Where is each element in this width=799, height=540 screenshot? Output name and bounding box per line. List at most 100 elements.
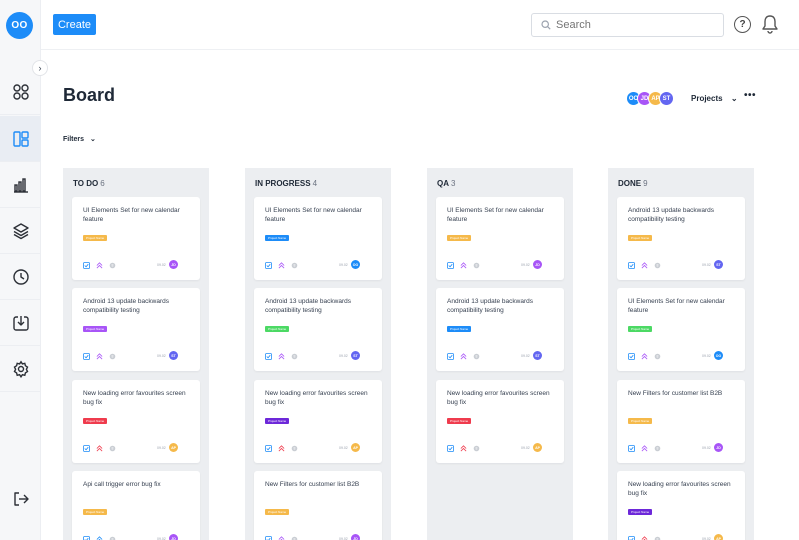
download-icon [12,315,29,331]
assignee-avatar[interactable]: JD [533,260,542,269]
checkbox-icon[interactable] [83,262,90,269]
sidebar-item-reports[interactable] [0,162,41,208]
checkbox-icon[interactable] [83,445,90,452]
sidebar-item-board[interactable] [0,116,41,162]
chevron-down-icon: ⌄ [89,136,96,143]
more-options-button[interactable]: ••• [744,90,757,101]
sidebar-item-history[interactable] [0,254,41,300]
project-tag: Project Name [83,418,108,424]
sidebar-item-layers[interactable] [0,208,41,254]
logout-button[interactable] [0,476,41,522]
project-tag: Project Name [83,326,108,332]
due-date: 09.02 [157,446,166,450]
assignee-avatar[interactable]: ST [533,351,542,360]
project-tag: Project Name [628,326,653,332]
project-tag: Project Name [265,509,290,515]
svg-text:8: 8 [112,355,114,359]
assignee-avatar[interactable]: ST [714,260,723,269]
svg-text:8: 8 [476,447,478,451]
layers-icon [12,222,29,239]
column-title: QA 3 [437,179,455,188]
story-points-icon: 8 [473,262,480,269]
checkbox-icon[interactable] [265,445,272,452]
checkbox-icon[interactable] [265,353,272,360]
priority-icon [460,262,467,269]
assignee-avatar[interactable]: JD [169,534,178,540]
card-title: New loading error favourites screen bug … [83,390,186,406]
story-points-icon: 8 [109,353,116,360]
assignee-avatar[interactable]: AP [714,534,723,540]
task-card[interactable]: UI Elements Set for new calendar feature… [617,288,745,371]
assignee-avatar[interactable]: OO [714,351,723,360]
settings-icon [13,360,28,378]
help-icon[interactable]: ? [734,16,751,33]
task-card[interactable]: New Filters for customer list B2B Project… [254,471,382,540]
projects-dropdown[interactable]: Projects ⌄ [691,94,738,103]
column-name: QA [437,179,449,188]
task-card[interactable]: Android 13 update backwards compatibilit… [436,288,564,371]
task-card[interactable]: UI Elements Set for new calendar feature… [72,197,200,280]
story-points-icon: 8 [654,536,661,540]
checkbox-icon[interactable] [628,262,635,269]
card-title: Android 13 update backwards compatibilit… [628,207,715,223]
avatar[interactable]: ST [659,91,674,106]
create-button[interactable]: Create [53,14,96,35]
assignee-avatar[interactable]: JD [169,260,178,269]
card-title: UI Elements Set for new calendar feature [265,207,362,223]
task-card[interactable]: New loading error favourites screen bug … [254,380,382,463]
assignee-avatar[interactable]: OO [351,260,360,269]
board-column: QA 3 UI Elements Set for new calendar feat… [427,168,573,540]
checkbox-icon[interactable] [265,262,272,269]
app-logo[interactable]: OO [6,12,33,39]
task-card[interactable]: New loading error favourites screen bug … [617,471,745,540]
sidebar-expand-button[interactable]: › [32,60,48,76]
due-date: 09.02 [521,354,530,358]
bell-icon[interactable] [761,14,779,34]
project-tag: Project Name [265,418,290,424]
task-card[interactable]: Android 13 update backwards compatibilit… [254,288,382,371]
task-card[interactable]: UI Elements Set for new calendar feature… [254,197,382,280]
checkbox-icon[interactable] [447,445,454,452]
checkbox-icon[interactable] [628,445,635,452]
checkbox-icon[interactable] [265,536,272,540]
priority-icon [460,445,467,452]
assignee-avatar[interactable]: AP [351,443,360,452]
sidebar-item-dashboard[interactable] [0,69,41,115]
checkbox-icon[interactable] [628,536,635,540]
due-date: 09.02 [157,263,166,267]
checkbox-icon[interactable] [447,262,454,269]
avatar-group[interactable]: OO JD AP ST [626,91,674,106]
assignee-avatar[interactable]: AP [533,443,542,452]
checkbox-icon[interactable] [83,353,90,360]
task-card[interactable]: Android 13 update backwards compatibilit… [72,288,200,371]
assignee-avatar[interactable]: ST [351,351,360,360]
svg-text:8: 8 [657,264,659,268]
column-name: DONE [618,179,642,188]
column-name: TO DO [73,179,99,188]
assignee-avatar[interactable]: JD [714,443,723,452]
assignee-avatar[interactable]: JD [351,534,360,540]
assignee-avatar[interactable]: ST [169,351,178,360]
sidebar-item-settings[interactable] [0,346,41,392]
task-card[interactable]: New Filters for customer list B2B Project… [617,380,745,463]
search-input[interactable] [556,19,706,31]
checkbox-icon[interactable] [628,353,635,360]
task-card[interactable]: Android 13 update backwards compatibilit… [617,197,745,280]
task-card[interactable]: UI Elements Set for new calendar feature… [436,197,564,280]
checkbox-icon[interactable] [447,353,454,360]
story-points-icon: 8 [473,445,480,452]
board-column: TO DO 6 UI Elements Set for new calendar f… [63,168,209,540]
sidebar-item-downloads[interactable] [0,300,41,346]
svg-text:8: 8 [657,447,659,451]
filters-dropdown[interactable]: Filters ⌄ [63,135,96,143]
search-box[interactable] [531,13,724,37]
priority-icon [96,353,103,360]
svg-text:8: 8 [294,264,296,268]
task-card[interactable]: Api call trigger error bug fix Project Na… [72,471,200,540]
task-card[interactable]: New loading error favourites screen bug … [436,380,564,463]
priority-icon [641,262,648,269]
svg-text:8: 8 [112,538,114,540]
assignee-avatar[interactable]: AP [169,443,178,452]
checkbox-icon[interactable] [83,536,90,540]
task-card[interactable]: New loading error favourites screen bug … [72,380,200,463]
